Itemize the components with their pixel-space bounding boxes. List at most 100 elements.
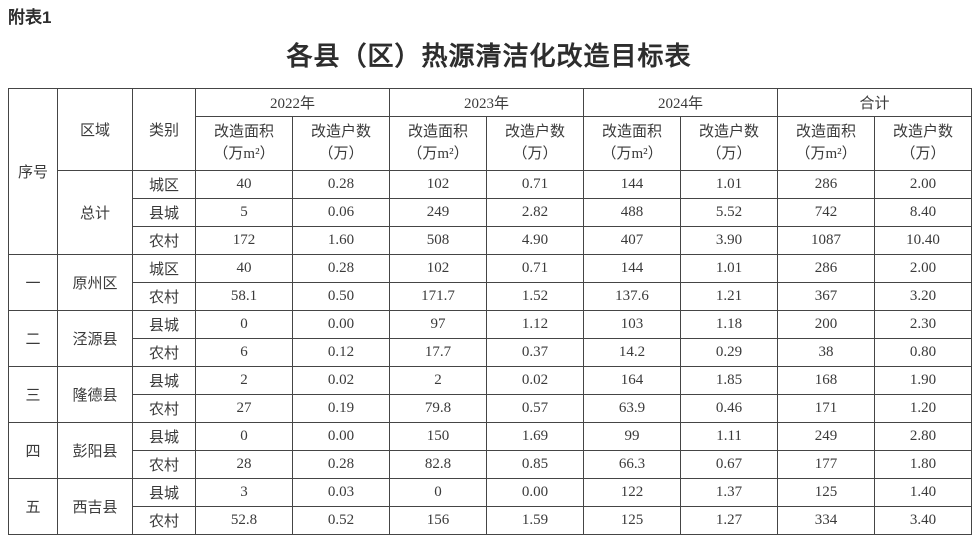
cell-value: 0.00: [291, 422, 391, 451]
cell-value: 0.19: [291, 394, 391, 423]
cell-value: 1.40: [874, 478, 973, 507]
header-area-2022: 改造面积 （万m²）: [195, 116, 293, 171]
cell-serial: 四: [8, 422, 58, 479]
cell-category: 农村: [132, 450, 196, 479]
cell-value: 1.01: [680, 170, 779, 199]
cell-value: 0.37: [486, 338, 585, 367]
cell-value: 2.00: [874, 170, 973, 199]
header-year-2022: 2022年: [194, 88, 391, 117]
cell-serial: 三: [8, 366, 58, 423]
header-households-line2: （万）: [318, 145, 364, 162]
table-row: 五 西吉县 县城 3 0.03 0 0.00 122 1.37 125 1.40: [8, 478, 973, 535]
cell-value: 8.40: [874, 198, 973, 227]
cell-value: 1.18: [680, 310, 779, 339]
cell-value: 3.20: [874, 282, 973, 311]
cell-value: 0.12: [291, 338, 391, 367]
cell-value: 1.52: [486, 282, 585, 311]
cell-category: 县城: [132, 366, 196, 395]
cell-category: 县城: [132, 422, 196, 451]
cell-value: 488: [583, 198, 682, 227]
cell-category: 县城: [132, 478, 196, 507]
table-row: 总计 城区 40 0.28 102 0.71 144 1.01 286 2.00: [9, 170, 973, 255]
cell-value: 2.80: [874, 422, 973, 451]
cell-value: 0.02: [291, 366, 391, 395]
header-households-total: 改造户数 （万）: [874, 116, 973, 171]
table-row: 农村 172 1.60 508 4.90 407 3.90 1087 10.40: [9, 226, 973, 255]
cell-value: 40: [195, 170, 293, 199]
header-row-measures: 改造面积 （万m²） 改造户数 （万） 改造面积 （万m²） 改造户数 （万） …: [9, 116, 973, 171]
cell-value: 334: [777, 506, 876, 535]
page-title: 各县（区）热源清洁化改造目标表: [286, 41, 692, 71]
cell-value: 0: [389, 478, 488, 507]
cell-category: 农村: [132, 394, 196, 423]
cell-value: 1.01: [680, 254, 779, 283]
cell-value: 168: [777, 366, 876, 395]
cell-serial: 一: [8, 254, 58, 311]
cell-value: 0.29: [680, 338, 779, 367]
cell-value: 63.9: [583, 394, 682, 423]
cell-value: 125: [777, 478, 876, 507]
header-households-2024: 改造户数 （万）: [680, 116, 779, 171]
cell-value: 1.59: [486, 506, 585, 535]
cell-value: 0.00: [486, 478, 585, 507]
cell-value: 2: [195, 366, 293, 395]
header-area-line1: 改造面积: [408, 123, 469, 140]
header-households-line2: （万）: [900, 145, 946, 162]
cell-value: 0.50: [291, 282, 391, 311]
cell-value: 1.60: [291, 226, 391, 255]
cell-value: 122: [583, 478, 682, 507]
table-row: 农村 28 0.28 82.8 0.85 66.3 0.67 177 1.80: [9, 450, 973, 479]
header-area-line1: 改造面积: [602, 123, 663, 140]
cell-value: 0.85: [486, 450, 585, 479]
cell-value: 0.67: [680, 450, 779, 479]
cell-value: 0.28: [291, 450, 391, 479]
cell-category: 农村: [132, 506, 196, 535]
header-area-2024: 改造面积 （万m²）: [583, 116, 682, 171]
header-region: 区域: [57, 88, 133, 171]
cell-value: 2.00: [874, 254, 973, 283]
table-row: 农村 6 0.12 17.7 0.37 14.2 0.29 38 0.80: [9, 338, 973, 367]
cell-value: 99: [583, 422, 682, 451]
header-area-2023: 改造面积 （万m²）: [389, 116, 488, 171]
annex-label: 附表1: [8, 8, 52, 27]
cell-value: 0: [195, 310, 293, 339]
cell-value: 0.03: [291, 478, 391, 507]
header-households-line1: 改造户数: [505, 123, 566, 140]
table-row: 农村 52.8 0.52 156 1.59 125 1.27 334 3.40: [9, 506, 973, 535]
cell-category: 县城: [132, 310, 196, 339]
cell-serial: 二: [8, 310, 58, 367]
header-area-line2: （万m²）: [795, 145, 857, 162]
cell-value: 17.7: [389, 338, 488, 367]
cell-value: 171.7: [389, 282, 488, 311]
cell-value: 28: [195, 450, 293, 479]
cell-value: 0.02: [486, 366, 585, 395]
cell-value: 144: [583, 254, 682, 283]
cell-value: 2.30: [874, 310, 973, 339]
cell-region: 西吉县: [57, 478, 133, 535]
cell-value: 150: [389, 422, 488, 451]
header-households-line2: （万）: [512, 145, 558, 162]
header-households-2023: 改造户数 （万）: [486, 116, 585, 171]
table-row: 四 彭阳县 县城 0 0.00 150 1.69 99 1.11 249 2.8…: [8, 422, 973, 479]
table-row: 一 原州区 城区 40 0.28 102 0.71 144 1.01 286 2…: [8, 254, 973, 311]
cell-value: 177: [777, 450, 876, 479]
table-row: 农村 58.1 0.50 171.7 1.52 137.6 1.21 367 3…: [9, 282, 973, 311]
cell-value: 0.57: [486, 394, 585, 423]
header-year-total: 合计: [777, 88, 973, 117]
cell-value: 171: [777, 394, 876, 423]
table-row: 县城 5 0.06 249 2.82 488 5.52 742 8.40: [9, 198, 973, 227]
cell-value: 1.37: [680, 478, 779, 507]
cell-value: 0.06: [291, 198, 391, 227]
cell-category: 农村: [132, 338, 196, 367]
cell-value: 249: [777, 422, 876, 451]
header-households-line1: 改造户数: [893, 123, 954, 140]
header-area-total: 改造面积 （万m²）: [777, 116, 876, 171]
cell-value: 10.40: [874, 226, 973, 255]
cell-value: 1087: [777, 226, 876, 255]
cell-value: 0.00: [291, 310, 391, 339]
cell-value: 66.3: [583, 450, 682, 479]
cell-serial: 五: [8, 478, 58, 535]
targets-table: 序号 区域 类别 2022年 2023年 2024年 合计 改造面积 （万m²）…: [8, 88, 973, 535]
cell-value: 137.6: [583, 282, 682, 311]
cell-value: 367: [777, 282, 876, 311]
